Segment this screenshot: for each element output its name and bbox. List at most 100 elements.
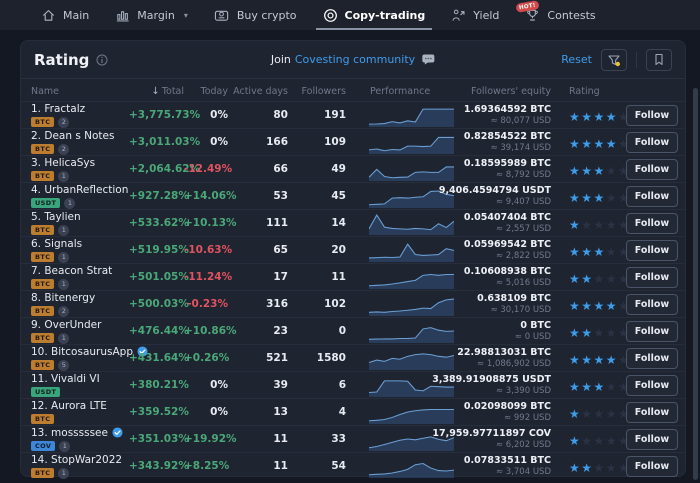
nav-item-copy-trading[interactable]: Copy-trading <box>310 0 439 30</box>
performance-sparkline <box>346 157 458 181</box>
star-empty-icon: ★ <box>618 190 631 205</box>
info-icon[interactable] <box>96 54 108 66</box>
column-header-label: Followers' equity <box>470 85 551 97</box>
trader-name[interactable]: 13. mosssssee <box>31 426 108 439</box>
trader-row[interactable]: 2. Dean s Notes BTC 2 +3,011.03% 0% 166 109 0.8… <box>21 128 685 155</box>
follow-button[interactable]: Follow <box>626 428 678 450</box>
followers-equity-cell: 0.10608938 BTC ≈ 5,016 USD <box>458 266 551 288</box>
today-percent: -11.24% <box>184 271 233 283</box>
trader-row[interactable]: 1. Fractalz BTC 2 +3,775.73% 0% 80 191 1.693645… <box>21 101 685 128</box>
trader-row[interactable]: 13. mosssssee COV 1 +351.03% +19.92% 11 33 17,9… <box>21 425 685 452</box>
follow-button[interactable]: Follow <box>626 266 678 288</box>
follow-button[interactable]: Follow <box>626 320 678 342</box>
follow-button[interactable]: Follow <box>626 401 678 423</box>
trader-name[interactable]: 11. Vivaldi VI <box>31 373 100 386</box>
column-header-followers-equity[interactable]: Followers' equity <box>458 86 551 97</box>
trader-row[interactable]: 12. Aurora LTE BTC +359.52% 0% 13 4 0.02098099… <box>21 398 685 425</box>
trader-name[interactable]: 12. Aurora LTE <box>31 400 107 413</box>
follow-button[interactable]: Follow <box>626 455 678 477</box>
nav-item-main[interactable]: Main <box>28 0 102 30</box>
followers-count: 14 <box>331 217 346 229</box>
trader-name[interactable]: 14. StopWar2022 <box>31 453 123 466</box>
equity-amount: 0.82854522 BTC <box>463 131 551 142</box>
trader-row[interactable]: 8. Bitenergy BTC 2 +500.03% -0.23% 316 102 0.63… <box>21 290 685 317</box>
column-header-name[interactable]: Name <box>31 86 129 97</box>
nav-item-yield[interactable]: Yield <box>438 0 512 30</box>
follow-button[interactable]: Follow <box>626 293 678 315</box>
column-header-active-days[interactable]: Active days <box>228 86 288 97</box>
followers-equity-cell: 0.02098099 BTC ≈ 992 USD <box>458 401 551 423</box>
trader-row[interactable]: 14. StopWar2022 BTC 1 +343.92% +8.25% 11 54 0.0… <box>21 452 685 479</box>
trader-name[interactable]: 3. HelicaSys <box>31 156 96 169</box>
strategy-count-badge: 1 <box>58 278 70 290</box>
trader-name[interactable]: 6. Signals <box>31 237 83 250</box>
equity-amount: 3,389.91908875 USDT <box>432 374 551 385</box>
follow-button[interactable]: Follow <box>626 185 678 207</box>
follow-button[interactable]: Follow <box>626 374 678 396</box>
star-filled-icon: ★ <box>581 460 594 475</box>
active-days: 166 <box>266 136 288 148</box>
column-header-total[interactable]: ↓ Total <box>129 86 184 97</box>
follow-button[interactable]: Follow <box>626 158 678 180</box>
follow-button[interactable]: Follow <box>626 347 678 369</box>
active-days: 53 <box>273 190 288 202</box>
nav-item-margin[interactable]: Margin ▾ <box>102 0 201 30</box>
followers-count: 33 <box>331 433 346 445</box>
active-days: 11 <box>273 433 288 445</box>
performance-sparkline <box>346 211 458 235</box>
star-empty-icon: ★ <box>605 217 619 232</box>
trader-name-cell: 3. HelicaSys BTC 1 <box>31 157 129 182</box>
follow-button[interactable]: Follow <box>626 104 678 126</box>
covesting-community-link[interactable]: Covesting community <box>294 53 416 66</box>
trader-name[interactable]: 9. OverUnder <box>31 318 102 331</box>
column-header-rating[interactable]: Rating <box>551 86 626 97</box>
followers-count: 191 <box>324 109 346 121</box>
follow-button[interactable]: Follow <box>626 131 678 153</box>
total-percent: +431.64% <box>129 352 189 364</box>
strategy-count-badge: 1 <box>59 440 71 452</box>
trader-row[interactable]: 7. Beacon Strat BTC 1 +501.05% -11.24% 17 11 0.… <box>21 263 685 290</box>
trader-row[interactable]: 5. Taylien BTC 1 +533.62% +10.13% 111 14 0.0540… <box>21 209 685 236</box>
follow-button[interactable]: Follow <box>626 212 678 234</box>
verified-check-icon <box>112 427 123 438</box>
today-percent: +19.92% <box>184 433 237 445</box>
performance-sparkline <box>346 184 458 208</box>
trader-name[interactable]: 2. Dean s Notes <box>31 129 115 142</box>
nav-item-contests[interactable]: HOT! Contests <box>512 0 608 30</box>
trader-name[interactable]: 10. BitcosaurusApp <box>31 345 133 358</box>
trader-name[interactable]: 8. Bitenergy <box>31 291 96 304</box>
vertical-scrollbar[interactable] <box>693 88 698 480</box>
filter-button[interactable] <box>601 48 627 71</box>
bookmark-button[interactable] <box>646 48 672 71</box>
follow-button[interactable]: Follow <box>626 239 678 261</box>
performance-sparkline <box>346 130 458 154</box>
trader-row[interactable]: 10. BitcosaurusApp BTC 5 +431.64% +0.26% 521 1… <box>21 344 685 371</box>
column-header-performance[interactable]: Performance <box>346 86 458 97</box>
active-days: 13 <box>273 406 288 418</box>
trader-row[interactable]: 11. Vivaldi VI USDT +380.21% 0% 39 6 3,389.919… <box>21 371 685 398</box>
trader-row[interactable]: 6. Signals BTC 1 +519.95% -10.63% 65 20 0.05969… <box>21 236 685 263</box>
star-empty-icon: ★ <box>605 163 619 178</box>
trader-name[interactable]: 4. UrbanReflection <box>31 183 129 196</box>
trader-row[interactable]: 3. HelicaSys BTC 1 +2,064.62% -12.49% 66 49 0.1… <box>21 155 685 182</box>
currency-badge: BTC <box>31 360 55 370</box>
nav-item-buy-crypto[interactable]: Buy crypto <box>201 0 310 30</box>
today-percent: -0.23% <box>187 298 228 310</box>
star-rating: ★★★★★ <box>551 457 629 476</box>
column-header-today[interactable]: Today <box>184 86 228 97</box>
reset-button[interactable]: Reset <box>561 53 592 66</box>
trader-row[interactable]: 9. OverUnder BTC 1 +476.44% +10.86% 23 0 0 BTC ≈… <box>21 317 685 344</box>
chart-bars-icon <box>115 8 130 23</box>
star-empty-icon: ★ <box>618 352 631 367</box>
star-filled-icon: ★ <box>569 109 582 124</box>
followers-count: 1580 <box>316 352 346 364</box>
trader-name-cell: 14. StopWar2022 BTC 1 <box>31 454 129 479</box>
star-filled-icon: ★ <box>581 163 594 178</box>
trader-name-cell: 4. UrbanReflection USDT 1 <box>31 184 129 209</box>
trader-name[interactable]: 1. Fractalz <box>31 102 86 115</box>
column-header-followers[interactable]: Followers <box>288 86 347 97</box>
trader-name[interactable]: 7. Beacon Strat <box>31 264 113 277</box>
trader-name[interactable]: 5. Taylien <box>31 210 81 223</box>
currency-badge: COV <box>31 441 56 451</box>
trader-row[interactable]: 4. UrbanReflection USDT 1 +927.28% +14.06% 53… <box>21 182 685 209</box>
